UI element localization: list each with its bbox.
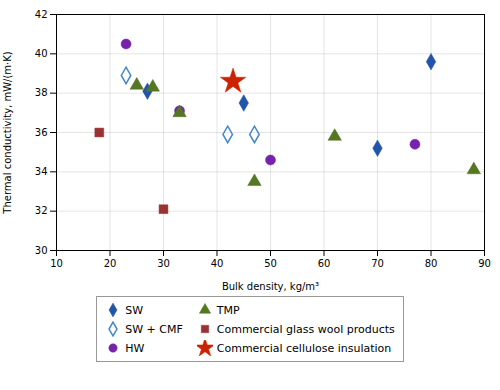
svg-text:90: 90	[478, 258, 491, 269]
svg-text:30: 30	[157, 258, 170, 269]
svg-text:34: 34	[35, 166, 48, 177]
svg-text:Bulk density, kg/m³: Bulk density, kg/m³	[222, 281, 319, 292]
html-text:TMP: TMP	[216, 303, 240, 317]
svg-text:60: 60	[318, 258, 331, 269]
svg-text:50: 50	[264, 258, 277, 269]
html-text:SW: SW	[125, 303, 143, 317]
html-text:SW + CMF: SW + CMF	[125, 322, 183, 336]
html-text:Commercial cellulose insulatio: Commercial cellulose insulation	[216, 341, 392, 355]
svg-text:38: 38	[35, 87, 48, 98]
svg-text:30: 30	[35, 245, 48, 256]
svg-text:32: 32	[35, 205, 48, 216]
svg-text:20: 20	[104, 258, 117, 269]
svg-text:36: 36	[35, 127, 48, 138]
svg-text:Thermal conductivity, mW/(m·K): Thermal conductivity, mW/(m·K)	[2, 51, 13, 214]
svg-text:80: 80	[425, 258, 438, 269]
html-text:Commercial glass wool products: Commercial glass wool products	[216, 322, 395, 336]
svg-text:42: 42	[35, 9, 48, 20]
svg-text:40: 40	[35, 48, 48, 59]
svg-text:10: 10	[50, 258, 63, 269]
html-text:HW: HW	[125, 341, 145, 355]
svg-text:70: 70	[371, 258, 384, 269]
svg-text:40: 40	[211, 258, 224, 269]
